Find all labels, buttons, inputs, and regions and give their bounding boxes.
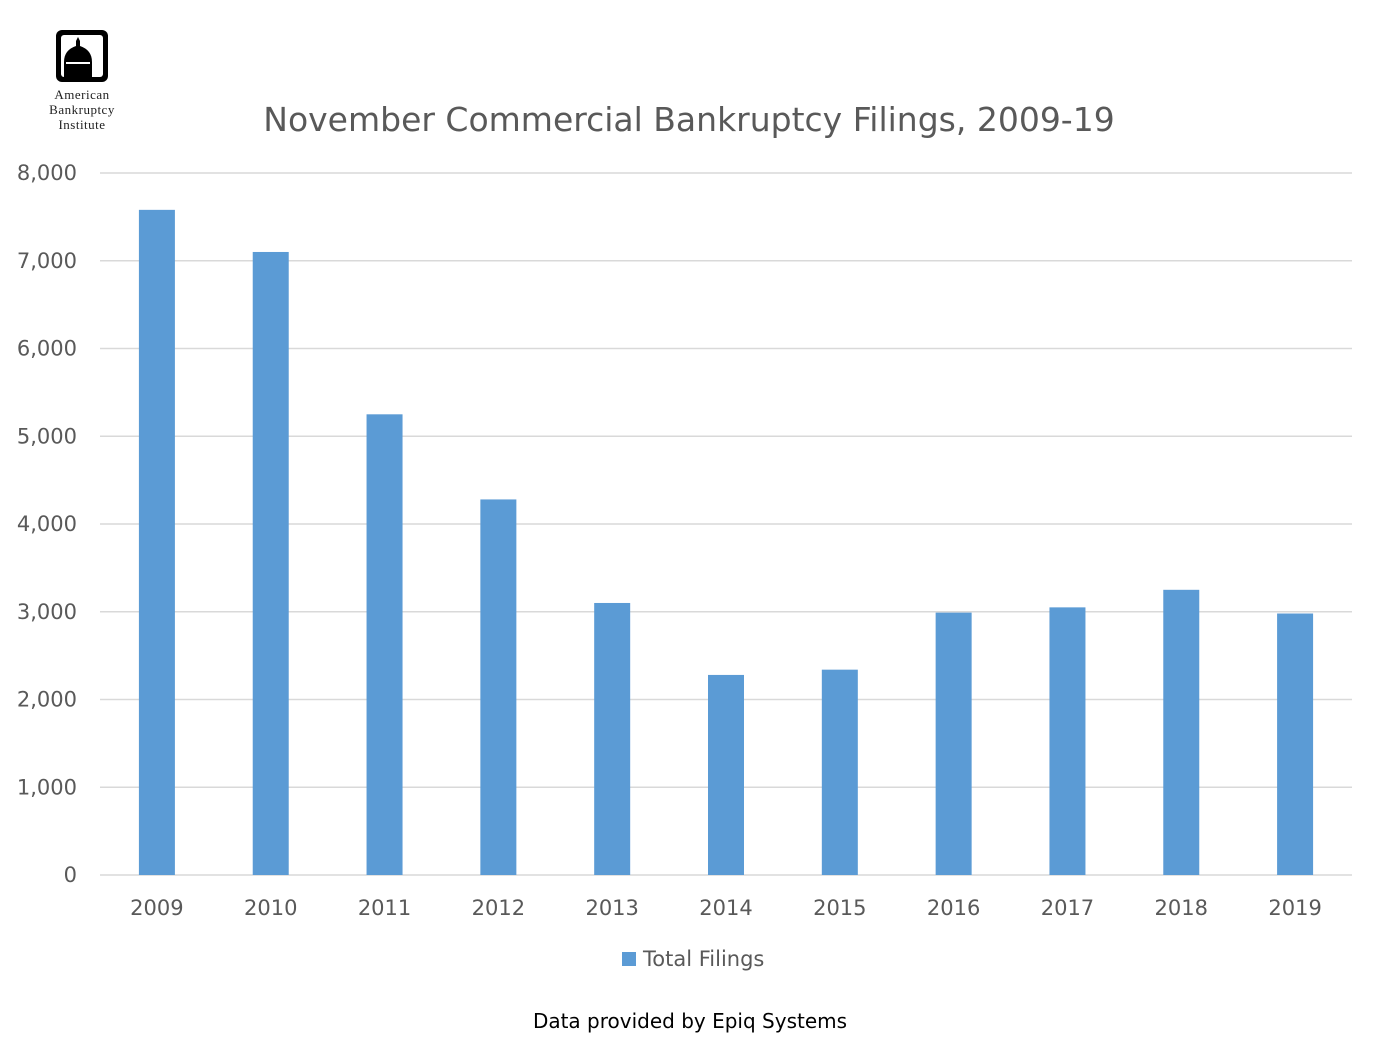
bar-2018: [1163, 589, 1200, 875]
y-axis-tick-labels: 0 1,000 2,000 3,000 4,000 5,000 6,000 7,000 8,00…: [17, 161, 77, 887]
bar-2017: [1049, 607, 1086, 875]
capitol-dome-icon: [64, 37, 92, 77]
gridlines: [100, 172, 1352, 876]
y-tick-label: 8,000: [17, 161, 77, 185]
legend: Total Filings: [622, 947, 764, 971]
x-tick-label: 2015: [813, 896, 866, 920]
bar-2012: [480, 499, 517, 875]
x-tick-label: 2012: [472, 896, 525, 920]
y-tick-label: 0: [64, 863, 77, 887]
logo-line-2: Bankruptcy: [49, 102, 115, 117]
chart-title: November Commercial Bankruptcy Filings, …: [263, 100, 1114, 139]
legend-label: Total Filings: [642, 947, 764, 971]
y-tick-label: 1,000: [17, 775, 77, 799]
legend-swatch: [622, 952, 636, 966]
x-tick-label: 2019: [1268, 896, 1321, 920]
bar-2014: [708, 674, 744, 875]
x-tick-label: 2010: [244, 896, 297, 920]
logo-line-3: Institute: [58, 117, 105, 132]
bar-2013: [594, 602, 631, 875]
bar-2009: [138, 209, 175, 876]
x-tick-label: 2009: [130, 896, 183, 920]
logo-line-1: American: [54, 87, 109, 102]
source-note: Data provided by Epiq Systems: [533, 1009, 847, 1033]
bar-2016: [935, 612, 972, 875]
abi-logo: American Bankruptcy Institute: [49, 30, 115, 132]
x-tick-label: 2018: [1155, 896, 1208, 920]
bar-2010: [252, 251, 289, 876]
bar-2019: [1277, 613, 1314, 875]
y-tick-label: 7,000: [17, 249, 77, 273]
x-axis-tick-labels: 2009 2010 2011 2012 2013 2014 2015 2016 2017 2018…: [130, 896, 1322, 920]
y-tick-label: 4,000: [17, 512, 77, 536]
bar-2011: [366, 414, 403, 875]
logo-dome-band: [66, 62, 90, 64]
y-tick-label: 2,000: [17, 688, 77, 712]
y-tick-label: 6,000: [17, 337, 77, 361]
bar-2015: [821, 669, 858, 875]
x-tick-label: 2014: [699, 896, 752, 920]
bars: [138, 209, 1314, 876]
x-tick-label: 2016: [927, 896, 980, 920]
x-tick-label: 2013: [585, 896, 638, 920]
x-tick-label: 2017: [1041, 896, 1094, 920]
y-tick-label: 5,000: [17, 424, 77, 448]
x-tick-label: 2011: [358, 896, 411, 920]
y-tick-label: 3,000: [17, 600, 77, 624]
